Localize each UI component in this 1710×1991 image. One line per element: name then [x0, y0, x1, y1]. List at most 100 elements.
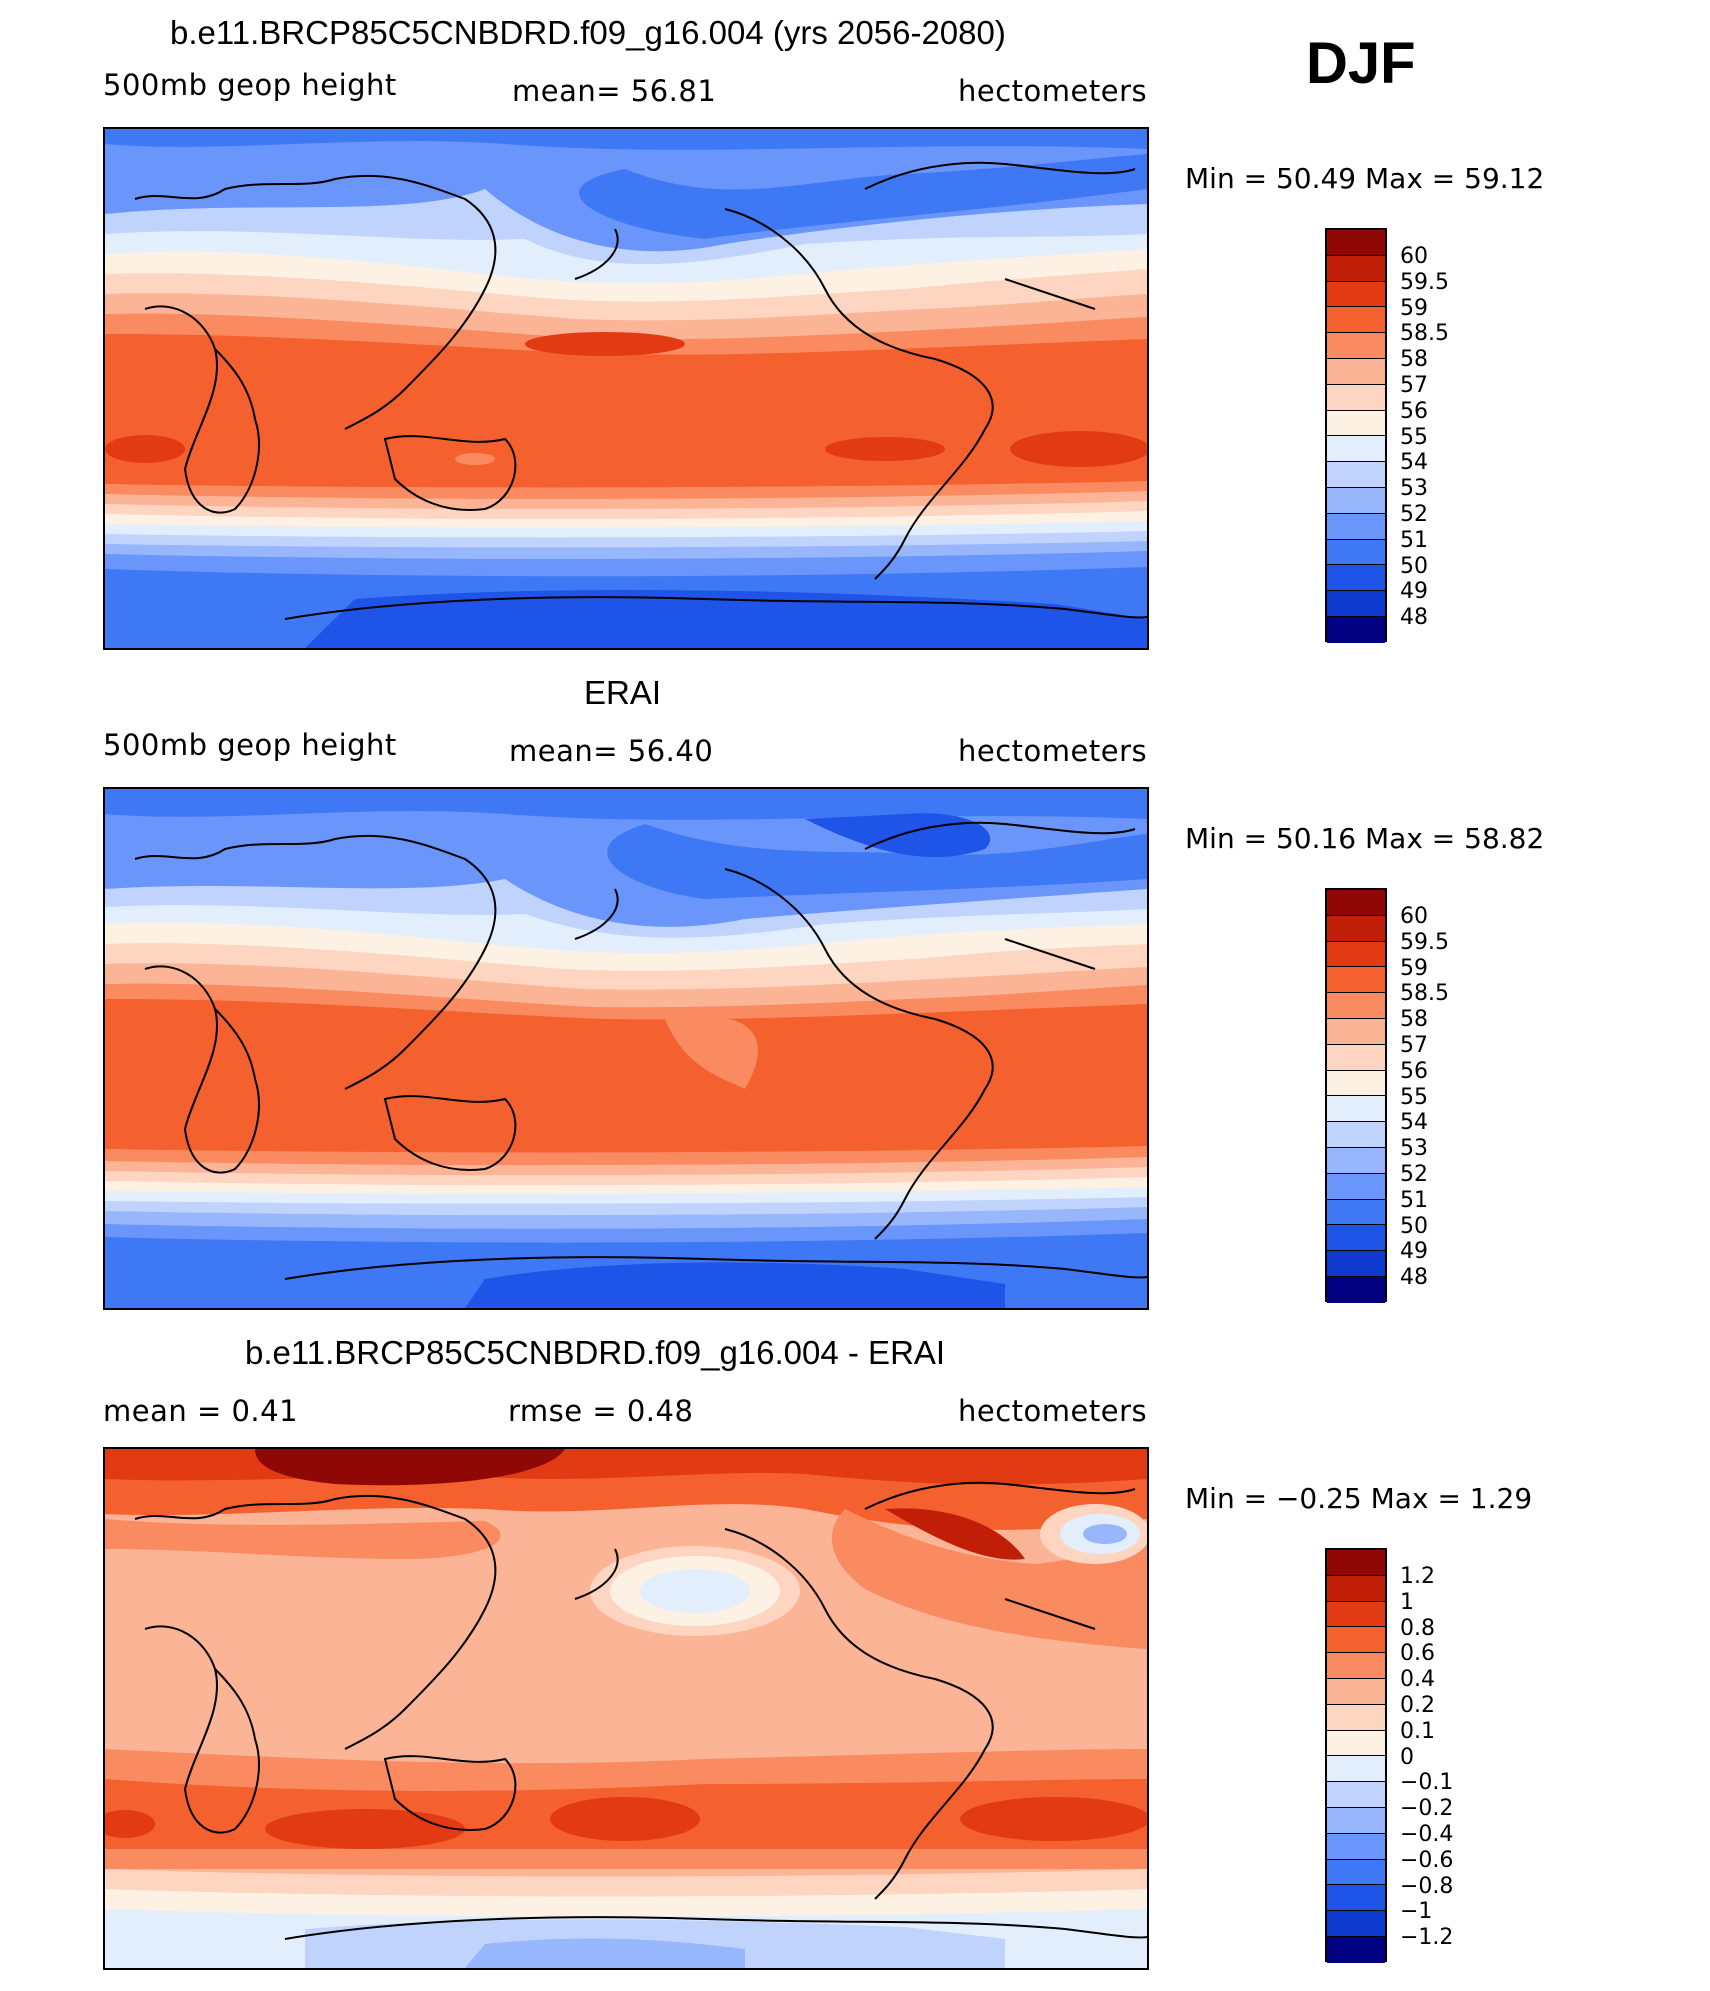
panel2-colorbar-cell: [1327, 1199, 1385, 1226]
season-label: DJF: [1306, 31, 1416, 96]
panel1-colorbar-label: 60: [1400, 244, 1428, 269]
panel1-colorbar-label: 52: [1400, 502, 1428, 527]
panel1-map: [103, 127, 1149, 650]
panel2-map: [103, 787, 1149, 1310]
panel1-colorbar-cell: [1327, 616, 1385, 643]
panel1-colorbar-cell: [1327, 539, 1385, 566]
panel2-colorbar-cell: [1327, 1044, 1385, 1071]
panel1-title: b.e11.BRCP85C5CNBDRD.f09_g16.004 (yrs 20…: [170, 14, 1006, 51]
panel3-colorbar-cell: [1327, 1782, 1385, 1808]
panel3-colorbar: [1325, 1548, 1387, 1963]
panel1-units-label: hectometers: [958, 74, 1148, 108]
panel2-map-svg: [105, 789, 1147, 1308]
panel1-colorbar-label: 50: [1400, 553, 1428, 579]
panel1-variable-label: 500mb geop height: [103, 68, 397, 102]
panel2-colorbar-label: 49: [1400, 1239, 1428, 1265]
panel3-colorbar-cell: [1327, 1550, 1385, 1576]
panel2-colorbar-label: 55: [1400, 1084, 1428, 1110]
panel2-colorbar-label: 60: [1400, 904, 1428, 929]
panel1-mean-label: mean= 56.81: [512, 74, 717, 108]
panel2-variable-label: 500mb geop height: [103, 728, 397, 762]
panel1-colorbar-cell: [1327, 436, 1385, 463]
panel2-colorbar-label: 59.5: [1400, 929, 1449, 955]
panel1-colorbar-label: 51: [1400, 527, 1428, 553]
panel1-colorbar-cell: [1327, 281, 1385, 308]
panel2-colorbar-cell: [1327, 1173, 1385, 1200]
panel3-colorbar-cell: [1327, 1575, 1385, 1602]
panel3-colorbar-cell: [1327, 1627, 1385, 1654]
panel3-colorbar-cell: [1327, 1936, 1385, 1963]
panel2-colorbar-cell: [1327, 993, 1385, 1019]
panel3-colorbar-cell: [1327, 1678, 1385, 1705]
panel1-colorbar-label: 49: [1400, 579, 1428, 605]
panel3-colorbar-label: 0.6: [1400, 1641, 1435, 1667]
panel1-colorbar-label: 57: [1400, 373, 1428, 398]
panel1-colorbar-cell: [1327, 513, 1385, 540]
panel3-colorbar-label: 0.8: [1400, 1615, 1435, 1641]
panel2-colorbar-cell: [1327, 1225, 1385, 1252]
panel2-colorbar-label: 59: [1400, 955, 1428, 981]
panel3-title: b.e11.BRCP85C5CNBDRD.f09_g16.004 - ERAI: [245, 1334, 946, 1371]
panel3-map: [103, 1447, 1149, 1970]
panel2-colorbar-label: 54: [1400, 1110, 1428, 1136]
panel3-colorbar-cell: [1327, 1859, 1385, 1886]
panel2-colorbar-cell: [1327, 1018, 1385, 1045]
panel3-colorbar-cell: [1327, 1807, 1385, 1834]
panel1-colorbar-cell: [1327, 230, 1385, 256]
panel1-colorbar: [1325, 228, 1387, 643]
panel3-colorbar-label: −0.1: [1400, 1770, 1454, 1796]
panel1-colorbar-cell: [1327, 487, 1385, 514]
panel2-colorbar-label: 58.5: [1400, 981, 1449, 1007]
panel3-mean-label: mean = 0.41: [103, 1394, 299, 1428]
panel1-colorbar-cell: [1327, 462, 1385, 488]
panel3-minmax: Min = −0.25 Max = 1.29: [1185, 1482, 1533, 1515]
panel2-colorbar-cell: [1327, 941, 1385, 968]
panel2-colorbar-label: 57: [1400, 1033, 1428, 1058]
panel3-colorbar-label: 0.2: [1400, 1693, 1435, 1718]
panel1-colorbar-label: 48: [1400, 605, 1428, 631]
panel1-colorbar-label: 53: [1400, 476, 1428, 502]
panel2-colorbar-label: 58: [1400, 1007, 1428, 1033]
panel3-colorbar-label: −0.6: [1400, 1847, 1454, 1873]
panel1-colorbar-label: 56: [1400, 398, 1428, 424]
panel1-colorbar-cell: [1327, 255, 1385, 282]
panel1-colorbar-cell: [1327, 591, 1385, 617]
panel1-colorbar-label: 59.5: [1400, 269, 1449, 295]
panel2-mean-label: mean= 56.40: [509, 734, 714, 768]
panel2-colorbar-cell: [1327, 1276, 1385, 1303]
panel3-colorbar-label: −1.2: [1400, 1925, 1454, 1951]
panel2-colorbar-label: 53: [1400, 1136, 1428, 1162]
panel3-colorbar-cell: [1327, 1653, 1385, 1679]
panel3-colorbar-cell: [1327, 1601, 1385, 1628]
panel2-colorbar-cell: [1327, 1251, 1385, 1277]
panel2-colorbar-cell: [1327, 1147, 1385, 1174]
panel3-colorbar-cell: [1327, 1756, 1385, 1783]
panel1-colorbar-cell: [1327, 410, 1385, 437]
panel1-colorbar-cell: [1327, 307, 1385, 334]
panel3-rmse-label: rmse = 0.48: [508, 1394, 694, 1428]
panel3-colorbar-label: 0: [1400, 1744, 1414, 1770]
panel3-units-label: hectometers: [958, 1394, 1148, 1428]
panel3-colorbar-label: −1: [1400, 1899, 1433, 1925]
panel1-colorbar-cell: [1327, 333, 1385, 359]
panel1-map-svg: [105, 129, 1147, 648]
panel1-colorbar-cell: [1327, 358, 1385, 385]
panel3-colorbar-label: −0.8: [1400, 1873, 1454, 1899]
panel1-colorbar-label: 55: [1400, 424, 1428, 450]
panel2-title: ERAI: [584, 674, 662, 711]
panel2-colorbar-label: 48: [1400, 1265, 1428, 1291]
panel2-colorbar-label: 56: [1400, 1058, 1428, 1084]
panel3-colorbar-label: −0.2: [1400, 1796, 1454, 1822]
panel2-colorbar-cell: [1327, 890, 1385, 916]
panel3-colorbar-label: 0.4: [1400, 1667, 1435, 1693]
panel2-colorbar-label: 50: [1400, 1213, 1428, 1239]
panel2-colorbar-cell: [1327, 1070, 1385, 1097]
panel1-colorbar-label: 54: [1400, 450, 1428, 476]
panel1-colorbar-label: 58: [1400, 347, 1428, 373]
panel1-colorbar-label: 59: [1400, 295, 1428, 321]
panel3-colorbar-label: 1: [1400, 1589, 1414, 1615]
panel2-units-label: hectometers: [958, 734, 1148, 768]
panel3-colorbar-cell: [1327, 1885, 1385, 1912]
panel3-colorbar-label: −0.4: [1400, 1822, 1454, 1847]
panel1-colorbar-label: 58.5: [1400, 321, 1449, 347]
